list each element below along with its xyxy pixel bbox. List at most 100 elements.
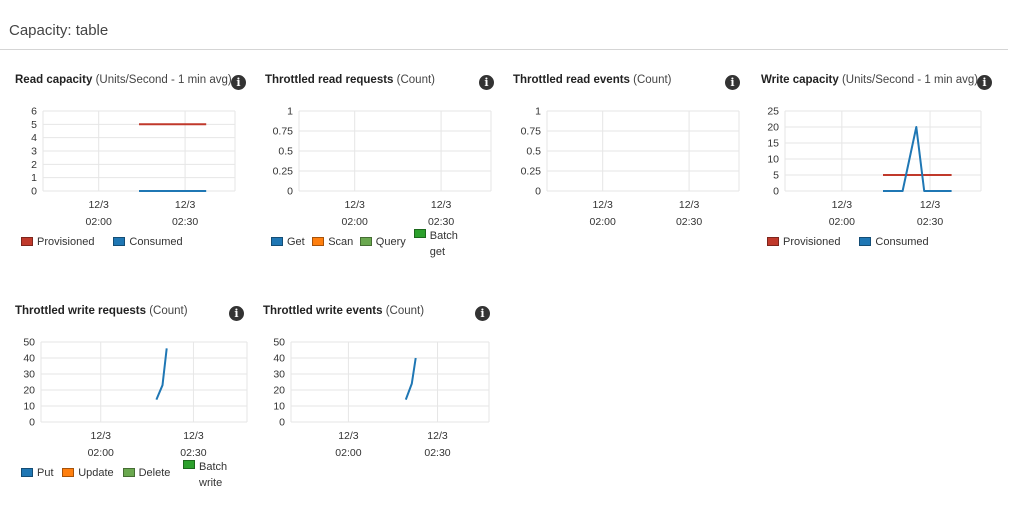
series-line-unnamed [404,357,417,400]
chart-title-unit: (Units/Second - 1 min avg) [841,74,979,86]
legend-item-delete[interactable]: Delete [122,467,171,479]
legend-swatch [21,468,33,477]
info-icon[interactable]: i [977,75,992,90]
panel-write-capacity: Write capacity (Units/Second - 1 min avg… [761,74,1001,284]
x-tick-label: 02:00 [86,216,112,228]
x-tick-label: 02:00 [335,447,361,459]
legend-label: Put [37,467,54,479]
legend-label: Delete [138,467,171,479]
legend-item-get[interactable]: Get [271,236,305,248]
y-tick-label: 0.25 [273,166,294,178]
series-line-consumed [883,126,952,192]
y-tick-label: 4 [31,132,37,144]
chart-title-unit: (Count) [396,74,436,86]
legend-swatch [413,229,426,238]
legend-label: Provisioned [37,236,95,248]
y-tick-label: 20 [273,385,285,397]
legend-item-query[interactable]: Query [359,236,406,248]
y-tick-label: 0.5 [278,146,293,158]
y-tick-label: 50 [23,337,35,349]
y-tick-label: 0.75 [521,126,542,138]
y-tick-label: 25 [767,106,779,118]
legend-label: Batch get [429,230,458,258]
legend-item-consumed[interactable]: Consumed [113,236,183,248]
chart-svg: 0 10 20 30 40 50 12/3 02:00 12/3 02:30 [273,337,490,459]
legend-swatch [859,237,872,246]
chart-svg: 0 0.25 0.5 0.75 1 12/3 02:00 12/3 02:30 [521,106,740,228]
legend-swatch [183,460,195,469]
x-tick-label: 12/3 [920,199,941,211]
y-tick-label: 20 [767,122,779,134]
chart-title: Read capacity (Units/Second - 1 min avg) [15,74,232,86]
y-tick-label: 0.5 [526,146,541,158]
x-tick-label: 12/3 [175,199,196,211]
x-tick-label: 02:30 [424,447,450,459]
y-tick-label: 1 [535,106,541,118]
legend-swatch [312,237,325,246]
chart-title-main: Throttled read events [513,74,630,86]
chart-svg: 0 0.25 0.5 0.75 1 12/3 02:00 12/3 02:30 [273,106,492,228]
y-tick-label: 5 [31,119,37,131]
y-tick-label: 2 [31,159,37,171]
x-tick-label: 12/3 [679,199,700,211]
legend-item-consumed[interactable]: Consumed [859,236,929,248]
legend-label: Update [78,467,114,479]
panel-throttled-write-events: Throttled write events (Count) i 0 10 20 30 40… [263,305,503,515]
y-tick-label: 0 [535,186,541,198]
legend-item-put[interactable]: Put [21,467,54,479]
chart-title-unit: (Count) [149,305,188,317]
chart-title-main: Write capacity [761,74,839,86]
legend-swatch [21,237,33,246]
chart-title: Throttled read requests (Count) [265,74,435,86]
legend-item-provisioned[interactable]: Provisioned [21,236,94,248]
x-tick-label: 12/3 [338,430,359,442]
x-tick-label: 12/3 [91,430,112,442]
legend-swatch [359,237,372,246]
chart-title: Throttled write requests (Count) [15,305,188,317]
legend-item-batch-write[interactable]: Batch write [183,459,227,491]
y-tick-label: 0 [773,186,779,198]
page-header: Capacity: table [0,0,1008,50]
info-icon[interactable]: i [479,75,494,90]
x-tick-label: 12/3 [88,199,109,211]
chart-title-main: Throttled write requests [15,305,146,317]
y-tick-label: 0 [29,417,35,429]
legend-swatch [113,237,126,246]
x-tick-label: 12/3 [832,199,853,211]
x-tick-label: 02:30 [428,216,454,228]
y-tick-label: 20 [23,385,35,397]
legend-label: Scan [328,236,354,248]
legend-item-batch-get[interactable]: Batch get [413,228,458,260]
x-tick-label: 12/3 [592,199,613,211]
legend-label: Provisioned [783,236,841,248]
chart-title-main: Throttled read requests [265,74,394,86]
chart-svg: 0 5 10 15 20 25 12/3 02:00 12/3 02:30 [767,106,982,228]
info-icon[interactable]: i [229,306,244,321]
legend-swatch [767,237,779,246]
legend-label: Get [287,236,305,248]
y-tick-label: 50 [273,337,285,349]
chart-title-main: Throttled write events [263,305,383,317]
y-tick-label: 30 [273,369,285,381]
y-tick-label: 30 [23,369,35,381]
legend-item-provisioned[interactable]: Provisioned [767,236,840,248]
x-tick-label: 12/3 [427,430,448,442]
info-icon[interactable]: i [475,306,490,321]
legend-swatch [271,237,283,246]
x-tick-label: 02:00 [590,216,616,228]
chart-title: Throttled write events (Count) [263,305,424,317]
chart-title-main: Read capacity [15,74,93,86]
page-title: Capacity: table [9,22,109,39]
chart-title: Write capacity (Units/Second - 1 min avg… [761,74,978,86]
legend-item-update[interactable]: Update [62,467,114,479]
y-tick-label: 10 [767,154,779,166]
x-tick-label: 02:30 [676,216,702,228]
info-icon[interactable]: i [725,75,740,90]
x-tick-label: 02:30 [180,447,206,459]
y-tick-label: 0 [279,417,285,429]
info-icon[interactable]: i [231,75,246,90]
x-tick-label: 12/3 [344,199,365,211]
y-tick-label: 40 [23,353,35,365]
legend-label: Consumed [129,236,183,248]
legend-item-scan[interactable]: Scan [312,236,353,248]
